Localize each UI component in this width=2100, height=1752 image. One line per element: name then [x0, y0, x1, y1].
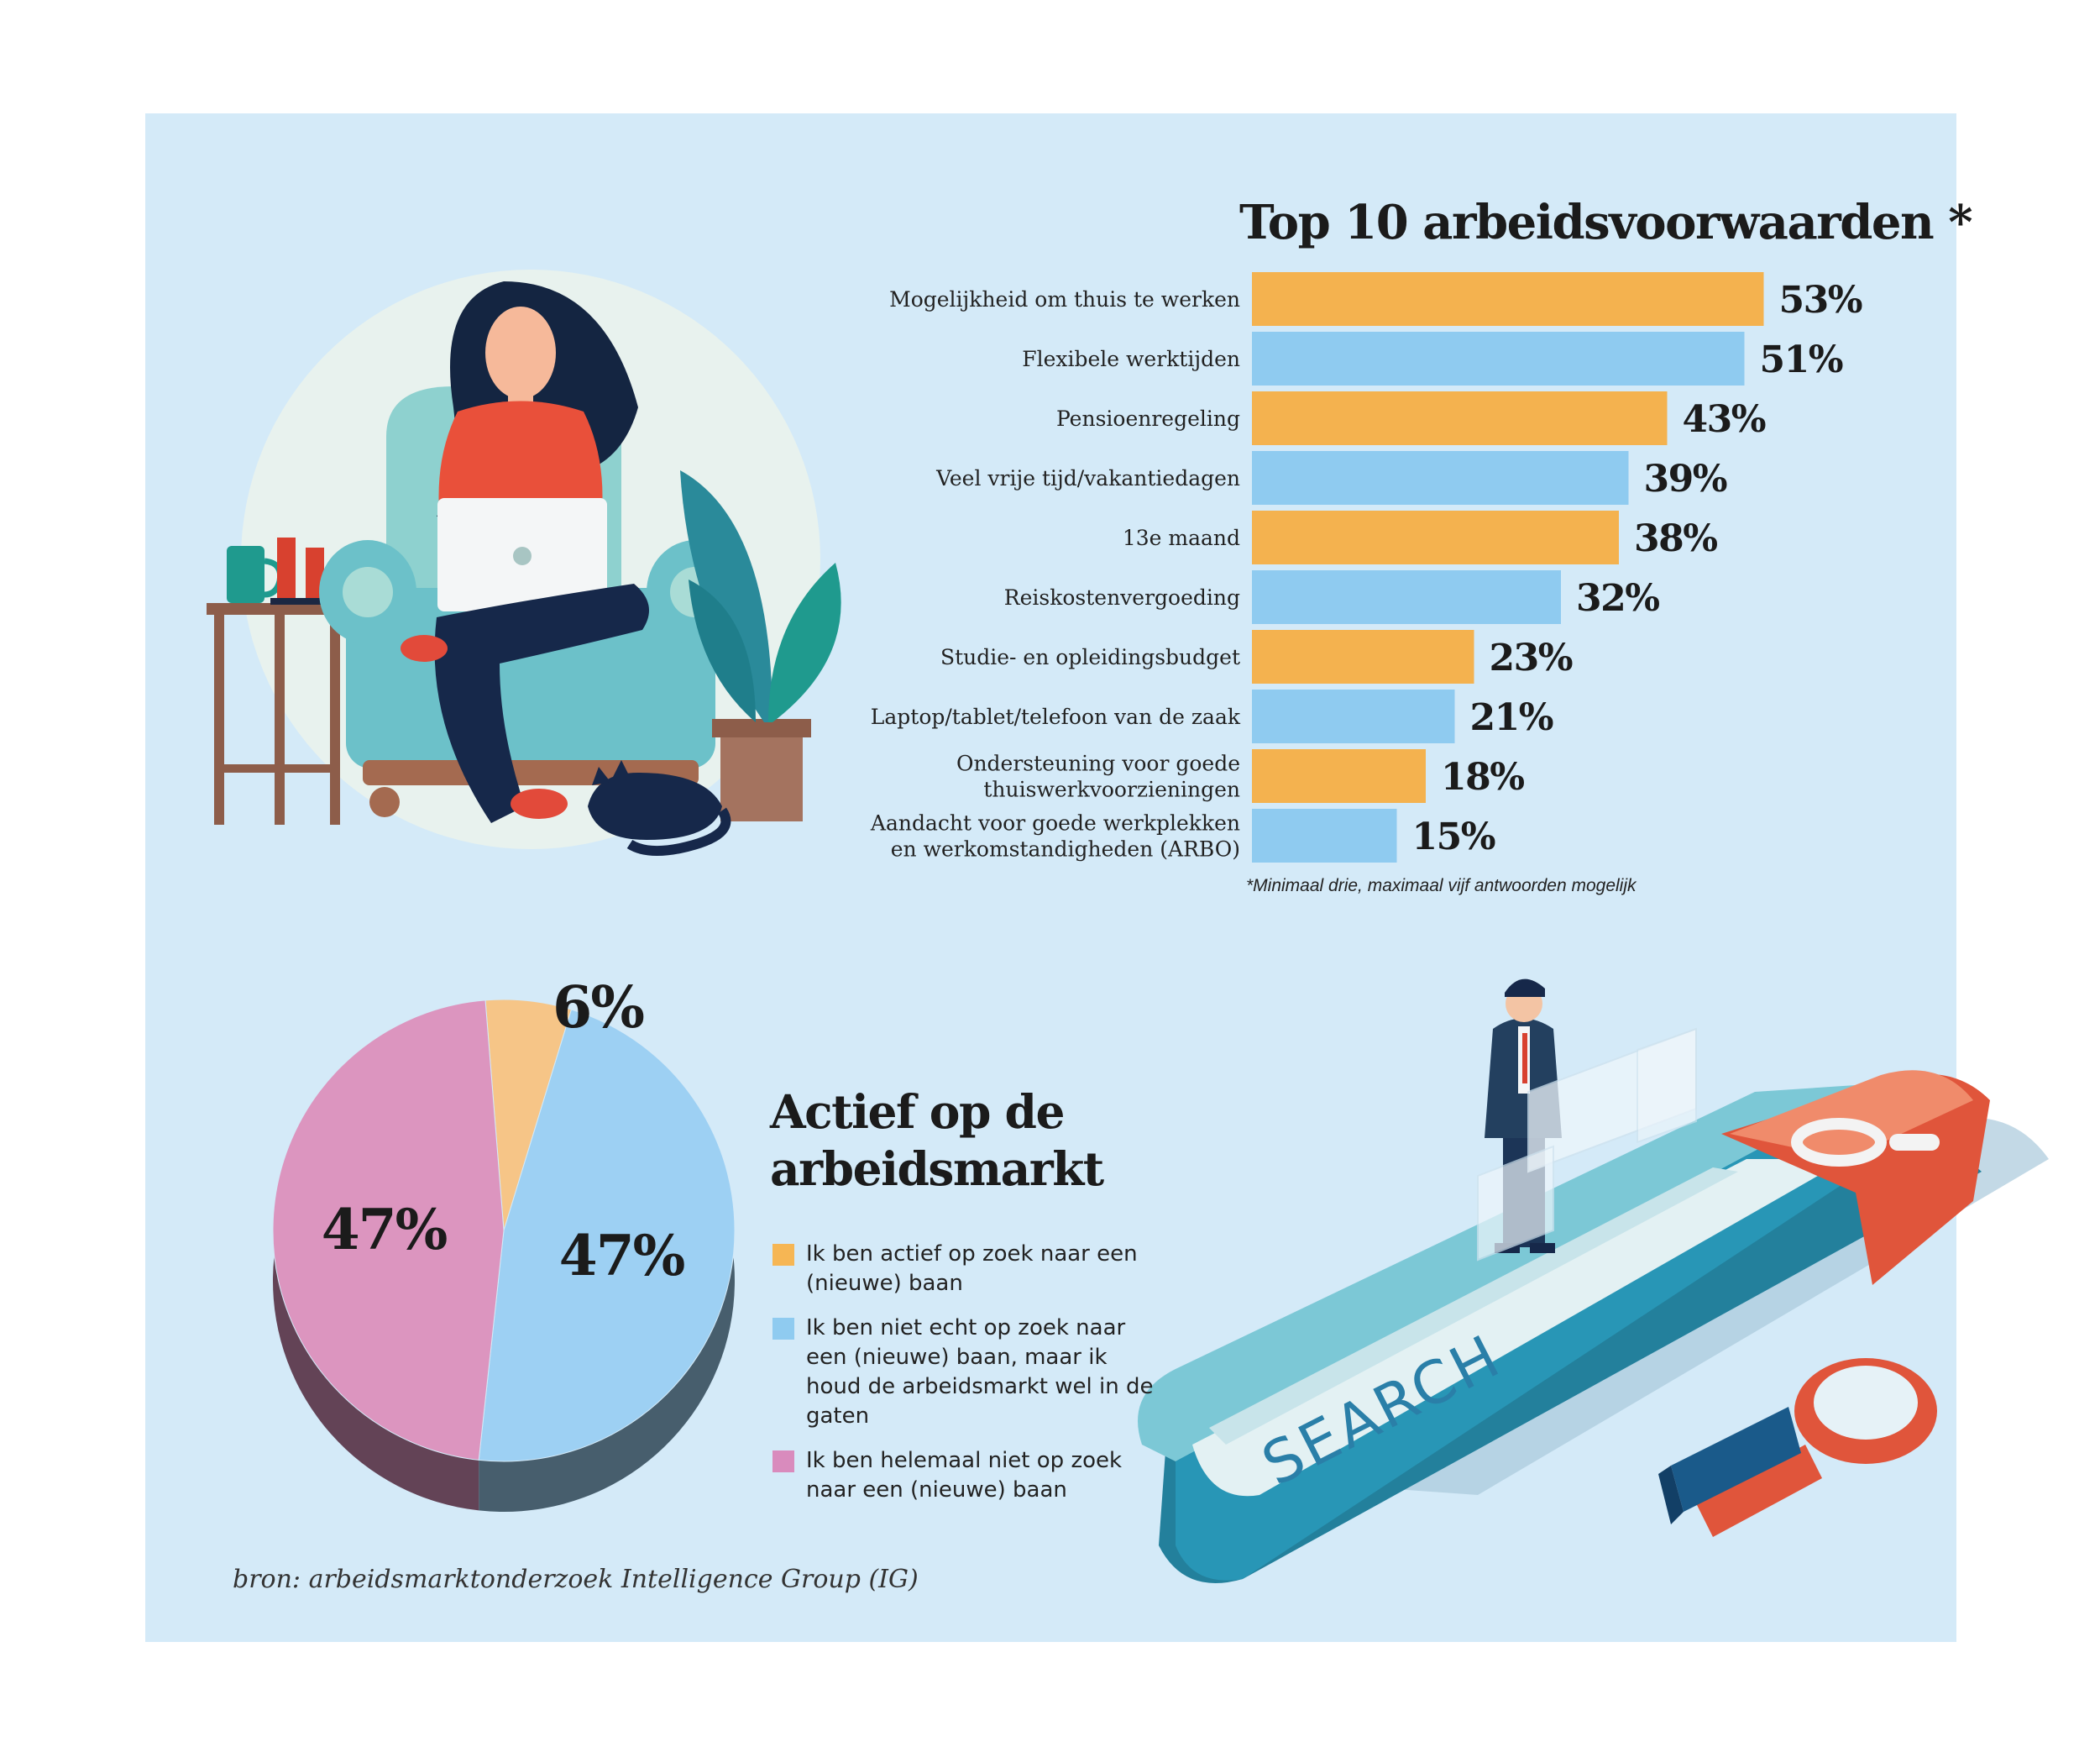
bar-category-label: Ondersteuning voor goede thuiswerkvoorzie… — [956, 752, 1240, 802]
bar-1 — [1252, 272, 1764, 326]
bar-4 — [1252, 451, 1629, 505]
pie-slice-2 — [478, 1009, 736, 1462]
bar-category-label: Veel vrije tijd/vakantiedagen — [935, 466, 1240, 490]
legend-label: Ik ben actief op zoek naar een (nieuwe) … — [806, 1241, 1138, 1296]
bar-chart-footnote: *Minimaal drie, maximaal vijf antwoorden… — [1246, 876, 1637, 895]
bar-category-label: Studie- en opleidingsbudget — [940, 645, 1240, 669]
pie-legend: Ik ben actief op zoek naar een (nieuwe) … — [772, 1240, 1167, 1520]
legend-swatch-blue — [772, 1318, 794, 1340]
legend-item-active: Ik ben actief op zoek naar een (nieuwe) … — [772, 1240, 1167, 1298]
bar-category-label: Mogelijkheid om thuis te werken — [889, 287, 1240, 312]
pie-label-small-slice: 6% — [552, 974, 645, 1041]
legend-swatch-pink — [772, 1450, 794, 1472]
bar-category-label: 13e maand — [1123, 526, 1240, 550]
pie-slice-label: 47% — [322, 1197, 448, 1262]
legend-label: Ik ben niet echt op zoek naar een (nieuw… — [806, 1315, 1154, 1429]
bar-category-label: Reiskostenvergoeding — [1004, 585, 1240, 610]
bar-10 — [1252, 809, 1397, 863]
bar-value-label: 23% — [1490, 637, 1573, 679]
bar-9 — [1252, 749, 1426, 803]
bar-value-label: 32% — [1576, 577, 1659, 620]
bar-value-label: 53% — [1779, 279, 1862, 322]
pie-title-line2: arbeidsmarkt — [770, 1141, 1104, 1196]
pie-slice-3 — [272, 999, 505, 1461]
bar-value-label: 21% — [1470, 696, 1553, 739]
bar-value-label: 15% — [1412, 816, 1495, 858]
pie-chart-title: Actief op de arbeidsmarkt — [770, 1083, 1173, 1198]
bar-6 — [1252, 570, 1561, 624]
legend-label: Ik ben helemaal niet op zoek naar een (n… — [806, 1448, 1123, 1503]
bar-category-label: Laptop/tablet/telefoon van de zaak — [871, 705, 1241, 729]
bar-category-label: Flexibele werktijden — [1022, 347, 1240, 371]
bar-2 — [1252, 332, 1745, 386]
bar-value-label: 43% — [1683, 398, 1766, 441]
pie-slice-label: 47% — [559, 1223, 685, 1288]
bar-3 — [1252, 391, 1668, 445]
source-note: bron: arbeidsmarktonderzoek Intelligence… — [233, 1565, 919, 1594]
bar-chart-title: Top 10 arbeidsvoorwaarden * — [1239, 195, 1973, 250]
bar-value-label: 51% — [1760, 338, 1843, 381]
bar-value-label: 38% — [1634, 517, 1717, 560]
bar-7 — [1252, 630, 1474, 684]
bar-category-label: Aandacht voor goede werkplekken en werkom… — [870, 811, 1240, 862]
legend-item-watching: Ik ben niet echt op zoek naar een (nieuw… — [772, 1314, 1167, 1431]
bar-value-label: 18% — [1441, 756, 1524, 799]
legend-item-not-looking: Ik ben helemaal niet op zoek naar een (n… — [772, 1446, 1167, 1505]
bar-8 — [1252, 690, 1455, 743]
pie-title-line1: Actief op de — [770, 1084, 1066, 1139]
bar-value-label: 39% — [1644, 458, 1727, 501]
bar-category-label: Pensioenregeling — [1056, 407, 1240, 431]
legend-swatch-orange — [772, 1244, 794, 1266]
bar-5 — [1252, 511, 1619, 564]
